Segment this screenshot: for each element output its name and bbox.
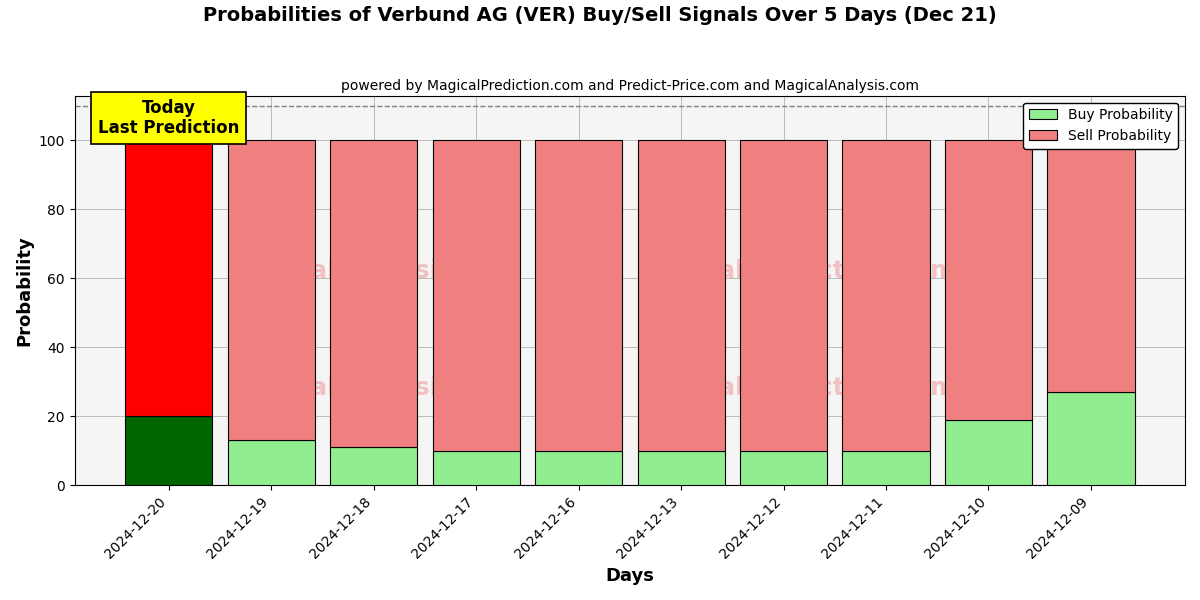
Bar	[740, 451, 827, 485]
Bar	[535, 140, 622, 451]
Bar	[125, 416, 212, 485]
Bar	[228, 140, 314, 440]
Bar	[1048, 140, 1134, 392]
Text: Probabilities of Verbund AG (VER) Buy/Sell Signals Over 5 Days (Dec 21): Probabilities of Verbund AG (VER) Buy/Se…	[203, 6, 997, 25]
Text: MagicalAnalysis.com: MagicalAnalysis.com	[228, 376, 521, 400]
Bar	[740, 140, 827, 451]
Bar	[330, 140, 418, 447]
Text: Today
Last Prediction: Today Last Prediction	[98, 98, 239, 137]
Bar	[228, 440, 314, 485]
Bar	[842, 140, 930, 451]
Bar	[1048, 392, 1134, 485]
Title: powered by MagicalPrediction.com and Predict-Price.com and MagicalAnalysis.com: powered by MagicalPrediction.com and Pre…	[341, 79, 919, 93]
Bar	[637, 140, 725, 451]
Bar	[535, 451, 622, 485]
Legend: Buy Probability, Sell Probability: Buy Probability, Sell Probability	[1024, 103, 1178, 149]
Bar	[944, 419, 1032, 485]
Bar	[330, 447, 418, 485]
Bar	[432, 140, 520, 451]
Bar	[944, 140, 1032, 419]
Bar	[842, 451, 930, 485]
Text: MagicalAnalysis.com: MagicalAnalysis.com	[228, 259, 521, 283]
Bar	[125, 140, 212, 416]
Bar	[637, 451, 725, 485]
Text: MagicalPrediction.com: MagicalPrediction.com	[636, 259, 958, 283]
Bar	[432, 451, 520, 485]
Text: MagicalPrediction.com: MagicalPrediction.com	[636, 376, 958, 400]
X-axis label: Days: Days	[605, 567, 654, 585]
Y-axis label: Probability: Probability	[16, 235, 34, 346]
